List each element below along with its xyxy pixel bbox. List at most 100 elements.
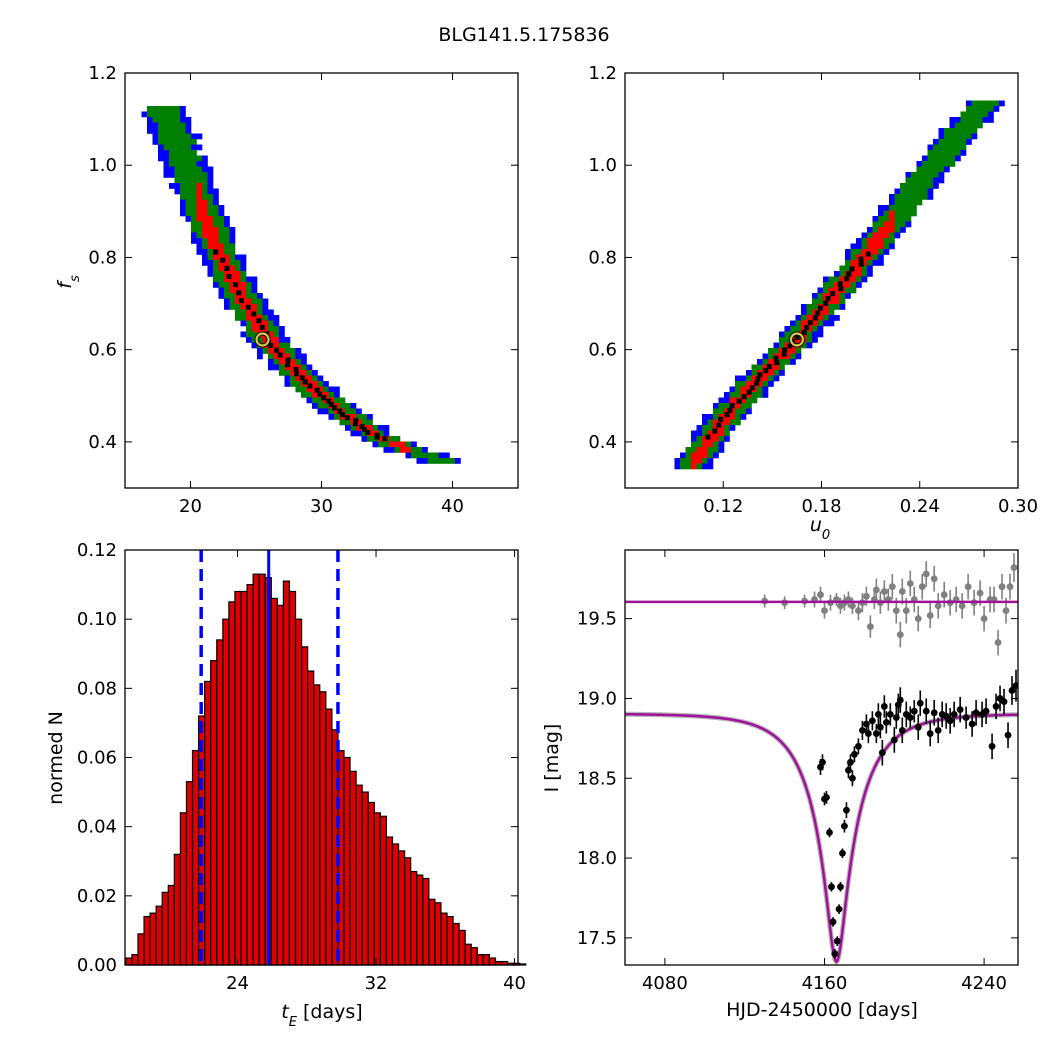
heatmap-cell <box>955 155 961 162</box>
heatmap-cell <box>944 128 950 134</box>
heatmap-cell <box>795 320 802 327</box>
heatmap-cell <box>240 265 247 272</box>
heatmap-cell <box>224 216 230 222</box>
heatmap-cell <box>306 386 313 393</box>
heatmap-cell <box>911 210 917 217</box>
heatmap-cell <box>361 436 368 442</box>
sample-point <box>773 355 779 361</box>
heatmap-cell <box>213 260 219 266</box>
sample-point <box>818 305 824 311</box>
heatmap-cell <box>993 100 1000 107</box>
heatmap-cell <box>883 238 890 244</box>
heatmap-cell <box>196 133 203 140</box>
heatmap-cell <box>702 441 708 448</box>
heatmap-cell <box>955 133 961 140</box>
heatmap-cell <box>180 188 186 195</box>
heatmap-cell <box>894 210 901 217</box>
heatmap-cell <box>845 287 851 294</box>
heatmap-cell <box>927 172 934 178</box>
heatmap-cell <box>839 271 846 277</box>
data-point <box>880 588 888 595</box>
y-tick-label: 0.06 <box>77 748 117 769</box>
heatmap-cell <box>735 381 741 387</box>
heatmap-cell <box>268 309 274 316</box>
heatmap-cell <box>202 172 208 178</box>
x-tick-label: 4080 <box>642 973 688 994</box>
heatmap-cell <box>795 337 802 343</box>
heatmap-cell <box>257 348 263 354</box>
heatmap-cell <box>213 205 219 211</box>
heatmap-cell <box>185 194 192 200</box>
heatmap-cell <box>713 403 719 409</box>
data-point <box>906 580 914 587</box>
heatmap-cell <box>713 441 719 448</box>
heatmap-cell <box>933 166 939 173</box>
heatmap-cell <box>883 227 890 233</box>
histogram-bar <box>185 781 194 966</box>
data-point <box>1008 687 1016 694</box>
histogram-bar <box>240 590 248 966</box>
histogram-bar <box>440 912 448 966</box>
heatmap-cell <box>251 276 258 283</box>
heatmap-cell <box>251 298 258 305</box>
heatmap-cell <box>938 139 945 145</box>
heatmap-cell <box>944 161 950 167</box>
heatmap-cell <box>977 111 983 118</box>
heatmap-cell <box>218 238 225 244</box>
heatmap-cell <box>196 166 203 173</box>
histogram-bar <box>343 756 351 966</box>
heatmap-cell <box>779 331 785 338</box>
heatmap-cell <box>878 243 884 250</box>
heatmap-cell <box>158 106 164 112</box>
heatmap-cell <box>196 216 203 222</box>
heatmap-cell <box>405 452 412 459</box>
heatmap-cell <box>916 199 923 206</box>
data-point <box>855 607 862 615</box>
histogram-bar <box>252 573 260 966</box>
heatmap-cell <box>740 414 747 420</box>
heatmap-cell <box>702 419 708 426</box>
sample-point <box>807 320 813 326</box>
heatmap-cell <box>889 238 895 244</box>
heatmap-cell <box>268 353 274 360</box>
heatmap-cell <box>350 430 357 437</box>
heatmap-cell <box>279 364 285 371</box>
heatmap-cell <box>356 419 362 426</box>
heatmap-cell <box>334 386 340 393</box>
heatmap-cell <box>806 304 813 310</box>
heatmap-cell <box>196 155 203 162</box>
heatmap-cell <box>207 243 214 250</box>
heatmap-cell <box>889 210 895 217</box>
heatmap-cell <box>246 326 252 332</box>
heatmap-cell <box>251 282 258 288</box>
heatmap-cell <box>955 117 961 123</box>
heatmap-cell <box>955 128 961 134</box>
heatmap-cell <box>971 133 978 140</box>
heatmap-cell <box>196 172 203 178</box>
heatmap-cell <box>246 337 252 343</box>
heatmap-cell <box>762 392 769 398</box>
data-point <box>898 726 906 734</box>
sample-point <box>245 304 251 310</box>
heatmap-cell <box>900 183 906 189</box>
heatmap-cell <box>224 232 230 239</box>
heatmap-cell <box>185 210 192 217</box>
p3-lines <box>199 550 340 965</box>
heatmap-cell <box>900 188 906 195</box>
data-point <box>1006 583 1014 591</box>
heatmap-cell <box>724 436 730 442</box>
heatmap-cell <box>229 249 236 255</box>
heatmap-cell <box>180 144 186 151</box>
heatmap-cell <box>718 403 725 409</box>
heatmap-cell <box>350 414 357 420</box>
heatmap-cell <box>312 397 318 404</box>
histogram-bar <box>349 770 357 966</box>
y-tick-label: 0.8 <box>88 247 117 268</box>
heatmap-cell <box>433 458 439 464</box>
heatmap-cell <box>966 111 972 118</box>
heatmap-cell <box>334 397 340 404</box>
heatmap-cell <box>795 315 802 321</box>
heatmap-cell <box>158 155 164 162</box>
heatmap-cell <box>735 386 741 393</box>
heatmap-cell <box>812 326 818 332</box>
